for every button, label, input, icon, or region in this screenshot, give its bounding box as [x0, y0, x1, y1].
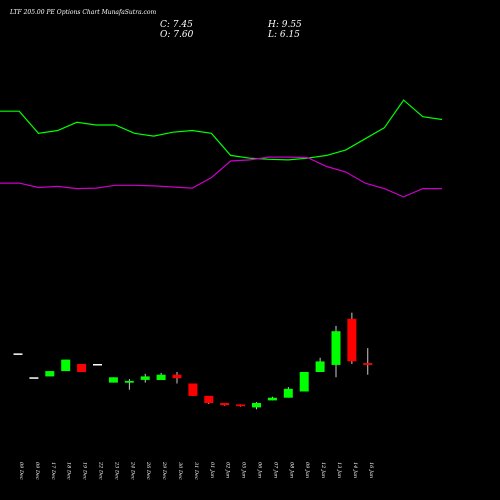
x-tick-label: 26 Dec [145, 461, 151, 480]
x-tick-label: 07 Jan [272, 462, 278, 478]
candle-body [13, 353, 23, 355]
candle [108, 377, 118, 383]
candle [204, 395, 214, 404]
candle-body [93, 364, 102, 366]
candle [236, 404, 246, 407]
candle [188, 383, 198, 396]
candle-body [140, 376, 150, 380]
candle [331, 325, 341, 378]
x-tick-label: 23 Dec [113, 461, 119, 480]
x-tick-label: 18 Dec [66, 462, 72, 480]
x-tick-label: 31 Dec [193, 462, 199, 480]
x-tick-label: 30 Dec [177, 462, 183, 480]
x-tick-label: 01 Jan [209, 462, 215, 478]
candle-body [236, 404, 246, 407]
x-tick-label: 02 Jan [225, 462, 231, 478]
candle [124, 379, 134, 390]
x-tick-label: 09 Dec [34, 462, 40, 480]
candle-body [299, 372, 309, 392]
candle [347, 312, 357, 364]
x-tick-label: 24 Dec [129, 461, 135, 480]
high-readout: H: 9.55 [267, 20, 302, 30]
candle-body [45, 371, 55, 377]
candle-body [108, 377, 118, 383]
candle [93, 364, 102, 366]
indicator-line-2 [0, 156, 442, 198]
candle-body [267, 397, 277, 401]
x-tick-label: 06 Jan [257, 462, 263, 478]
x-tick-label: 17 Dec [50, 462, 56, 480]
x-tick-label: 09 Dec [18, 462, 24, 480]
x-tick-label: 05 Jan [241, 462, 247, 478]
candle-body [61, 359, 71, 372]
x-tick-label: 12 Jan [320, 462, 326, 478]
candle [29, 377, 39, 379]
candlestick-panel [13, 312, 373, 410]
candle-body [220, 403, 230, 406]
candle-body [363, 363, 373, 365]
x-tick-label: 22 Dec [98, 461, 104, 480]
open-readout: O: 7.60 [160, 30, 194, 40]
candle [315, 357, 325, 372]
low-readout: L: 6.15 [267, 30, 300, 40]
x-axis: 09 Dec 09 Dec 17 Dec 18 Dec 19 Dec 22 Dec 23 D… [18, 461, 374, 480]
x-tick-label: 29 Dec [161, 461, 167, 480]
candle [61, 359, 71, 372]
candle-body [156, 374, 166, 380]
candle [172, 372, 182, 384]
candle [220, 403, 230, 406]
x-tick-label: 14 Jan [352, 462, 358, 478]
candle-body [331, 331, 341, 365]
candle [299, 372, 309, 392]
candle [13, 353, 23, 355]
x-tick-label: 19 Dec [82, 462, 88, 480]
indicator-panel [0, 99, 443, 198]
candle [45, 371, 55, 377]
candle [363, 348, 373, 375]
candle [283, 387, 293, 398]
candle [77, 364, 87, 372]
candle [252, 402, 261, 410]
x-tick-label: 08 Jan [288, 462, 294, 478]
x-tick-label: 13 Jan [336, 462, 342, 478]
candle-body [77, 364, 87, 372]
candle-body [29, 377, 39, 379]
candle-body [347, 318, 357, 362]
candle-body [283, 388, 293, 398]
x-tick-label: 09 Jan [304, 462, 310, 478]
x-tick-label: 16 Jan [368, 462, 374, 478]
chart-title: LTF 205.00 PE Options Chart MunafaSutra.… [9, 9, 157, 16]
candle-body [204, 395, 214, 403]
candle-body [172, 374, 182, 379]
candle [156, 372, 166, 380]
candle-body [188, 383, 198, 396]
candle [267, 396, 277, 401]
candle-body [315, 361, 325, 372]
candle-body [124, 380, 134, 383]
candle [140, 373, 150, 383]
close-readout: C: 7.45 [160, 20, 193, 30]
candle-body [252, 403, 261, 408]
indicator-line-1 [0, 99, 443, 161]
